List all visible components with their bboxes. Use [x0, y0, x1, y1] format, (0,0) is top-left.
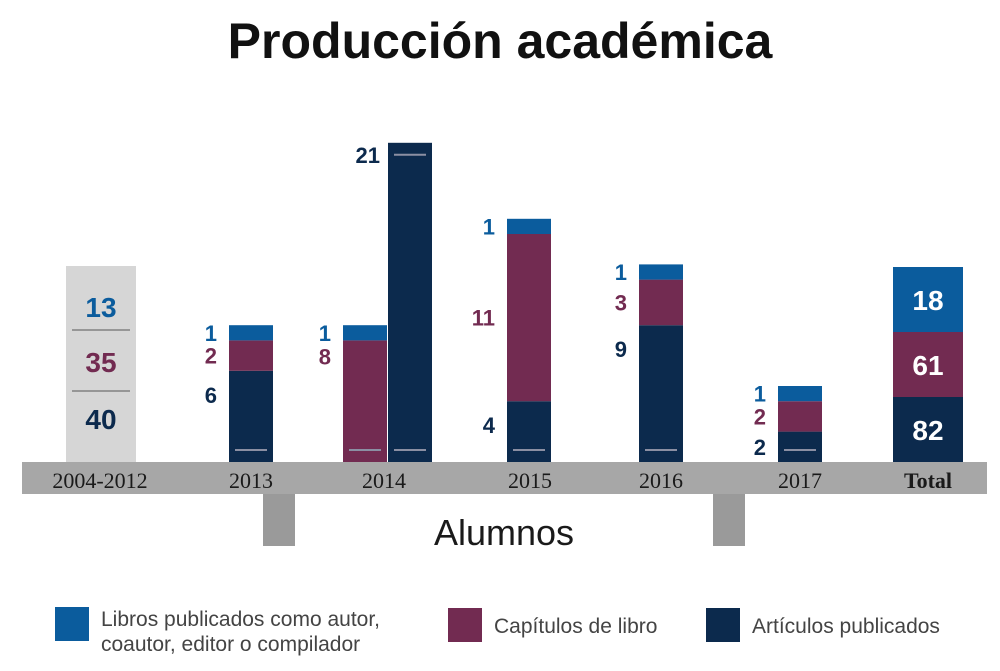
chart-canvas: 2004-2012 2013 2014 2015 2016 2017 Total Alumno…: [22, 142, 987, 553]
chart-title: Producción académica: [227, 13, 773, 69]
x-tick-label-0: 2004-2012: [52, 468, 147, 493]
value-label-capitulos-4: 3: [615, 290, 627, 315]
value-label-capitulos-2: 8: [319, 344, 331, 369]
bar-capitulos-4: [639, 279, 683, 326]
bar-capitulos-1: [229, 340, 273, 371]
legend-item-articulos: Artículos publicados: [706, 608, 940, 642]
value-label-libros-1: 1: [205, 321, 217, 346]
bar-libros-1: [229, 325, 273, 341]
bar-articulos-1: [229, 370, 273, 462]
legend-swatch-articulos: [706, 608, 740, 642]
value-label-capitulos-0: 35: [85, 347, 116, 378]
bar-libros-3: [507, 218, 551, 234]
summary-box-2004-2012: [66, 266, 136, 462]
legend-swatch-capitulos: [448, 608, 482, 642]
value-label-articulos-3: 4: [483, 413, 496, 438]
value-label-libros-5: 1: [754, 382, 766, 407]
value-label-libros-0: 13: [85, 292, 116, 323]
bar-articulos-4: [639, 325, 683, 462]
x-tick-label-4: 2016: [639, 468, 683, 493]
value-label-capitulos-5: 2: [754, 404, 766, 429]
x-axis-title: Alumnos: [434, 512, 574, 553]
value-label-capitulos-3: 11: [472, 306, 495, 331]
x-tick-label-6: Total: [904, 468, 952, 493]
bar-articulos-2: [388, 142, 432, 463]
total-box-capitulos: [893, 332, 963, 397]
legend-swatch-libros: [55, 607, 89, 641]
value-label-articulos-1: 6: [205, 383, 217, 408]
legend-label-libros-line2: coautor, editor o compilador: [101, 633, 361, 656]
legend-label-articulos: Artículos publicados: [752, 615, 940, 638]
bar-capitulos-5: [778, 401, 822, 432]
legend-label-libros-line1: Libros publicados como autor,: [101, 608, 380, 631]
value-label-articulos-6: 82: [912, 415, 943, 446]
bar-capitulos-2: [343, 340, 387, 462]
value-label-libros-2: 1: [319, 321, 331, 346]
legend-label-capitulos: Capítulos de libro: [494, 615, 658, 638]
value-label-capitulos-6: 61: [912, 350, 943, 381]
bar-libros-5: [778, 386, 822, 402]
value-label-libros-6: 18: [912, 285, 943, 316]
bar-libros-4: [639, 264, 683, 280]
bar-articulos-3: [507, 401, 551, 462]
x-tick-label-1: 2013: [229, 468, 273, 493]
bar-capitulos-3: [507, 234, 551, 402]
x-tick-label-5: 2017: [778, 468, 822, 493]
total-box-libros: [893, 267, 963, 332]
value-label-articulos-5: 2: [754, 435, 766, 460]
legend-item-capitulos: Capítulos de libro: [448, 608, 657, 642]
baseline-bar: [22, 462, 987, 494]
bar-libros-2: [343, 325, 387, 341]
value-label-articulos-2: 21: [356, 143, 380, 168]
bar-articulos-5: [778, 431, 822, 462]
value-label-articulos-4: 9: [615, 337, 627, 362]
support-post-right: [713, 494, 745, 546]
total-box-articulos: [893, 397, 963, 462]
x-tick-label-3: 2015: [508, 468, 552, 493]
value-label-capitulos-1: 2: [205, 344, 217, 369]
legend-item-libros: Libros publicados como autor, coautor, e…: [55, 607, 380, 657]
support-post-left: [263, 494, 295, 546]
value-label-articulos-0: 40: [85, 404, 116, 435]
value-label-libros-3: 1: [483, 214, 495, 239]
x-tick-label-2: 2014: [362, 468, 406, 493]
value-label-libros-4: 1: [615, 260, 627, 285]
